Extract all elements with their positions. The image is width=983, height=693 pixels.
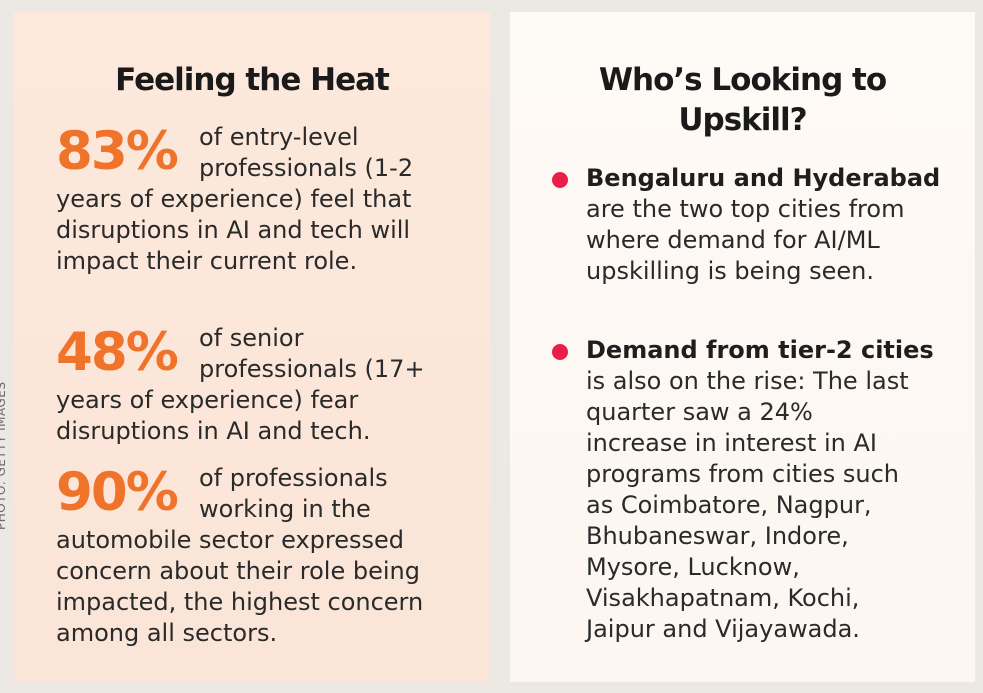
stat-text: professionals (1-2 years of experience) … (56, 153, 446, 277)
photo-credit: PHOTO: GETTY IMAGES (0, 381, 8, 531)
bullet-item-tier2-cities: Demand from tier-2 cities is also on the… (552, 335, 972, 645)
bullet-body: are the two top cities from where demand… (586, 195, 905, 285)
bullet-dot-icon (552, 344, 568, 360)
bullet-body: is also on the rise: The last quarter sa… (586, 367, 909, 643)
stat-automobile: 90% of professionals working in the auto… (56, 463, 476, 649)
right-panel-title: Who’s Looking to Upskill? (598, 62, 887, 138)
stat-senior: 48% of senior professionals (17+ years o… (56, 323, 476, 447)
stat-lead-text: of entry-level (199, 123, 359, 151)
stat-text: working in the automobile sector express… (56, 494, 446, 649)
bullet-item-top-cities: Bengaluru and Hyderabad are the two top … (552, 163, 972, 287)
stat-body: professionals (1-2 years of experience) … (56, 154, 414, 275)
stat-lead-text: of professionals (199, 464, 388, 492)
stat-lead-text: of senior (199, 324, 304, 352)
stat-percentage: 48% (56, 322, 179, 383)
stat-text: professionals (17+ years of experience) … (56, 354, 446, 447)
stat-entry-level: 83% of entry-level professionals (1-2 ye… (56, 122, 476, 277)
bullet-dot-icon (552, 172, 568, 188)
bullet-heading: Bengaluru and Hyderabad (586, 164, 941, 192)
stat-percentage: 90% (56, 462, 179, 523)
stat-body: professionals (17+ years of experience) … (56, 355, 425, 445)
stat-body: working in the automobile sector express… (56, 495, 424, 647)
feeling-the-heat-panel: Feeling the Heat 83% of entry-level prof… (14, 12, 490, 682)
stat-percentage: 83% (56, 121, 179, 182)
bullet-heading: Demand from tier-2 cities (586, 336, 934, 364)
left-panel-title: Feeling the Heat (115, 62, 390, 98)
upskill-panel: Who’s Looking to Upskill? Bengaluru and … (510, 12, 975, 682)
